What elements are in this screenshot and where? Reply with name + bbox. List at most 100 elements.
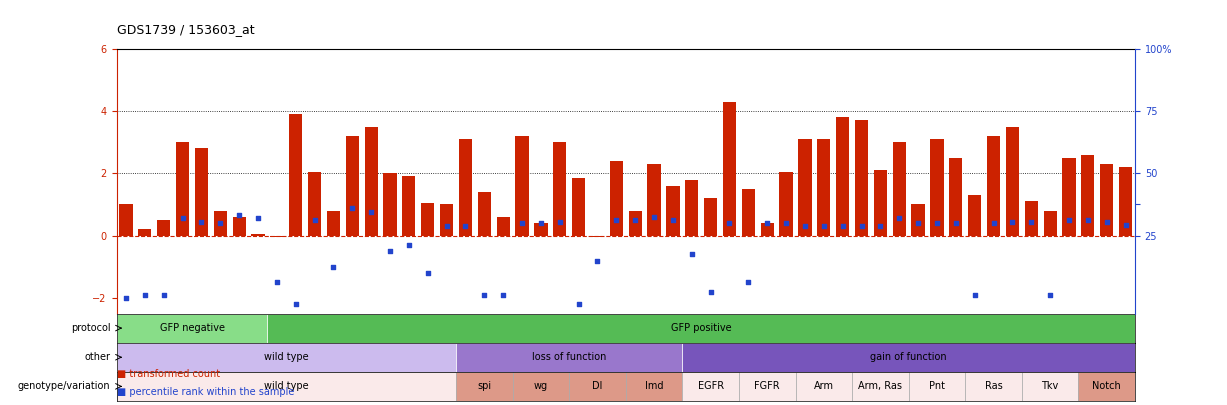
Bar	[117, 372, 456, 401]
Text: other: other	[85, 352, 110, 362]
Text: Tkv: Tkv	[1042, 382, 1059, 391]
Point	[437, 223, 456, 230]
Point	[361, 209, 380, 215]
Point	[777, 220, 796, 226]
Point	[1097, 218, 1117, 225]
Bar	[591, 236, 604, 237]
Point	[984, 220, 1004, 226]
Text: wg: wg	[534, 382, 548, 391]
Point	[946, 220, 966, 226]
Bar	[213, 211, 227, 236]
Bar	[909, 372, 966, 401]
Bar	[117, 343, 456, 372]
Point	[890, 215, 909, 222]
Text: spi: spi	[477, 382, 491, 391]
Bar	[1043, 211, 1056, 236]
Bar	[270, 236, 283, 237]
Point	[286, 301, 306, 307]
Bar	[966, 372, 1022, 401]
Text: EGFR: EGFR	[698, 382, 724, 391]
Point	[663, 217, 682, 223]
Bar	[892, 142, 906, 236]
Bar	[290, 114, 302, 236]
Text: GDS1739 / 153603_at: GDS1739 / 153603_at	[117, 23, 254, 36]
Point	[1059, 217, 1079, 223]
Bar	[723, 102, 736, 236]
Point	[871, 223, 891, 230]
Text: wild type: wild type	[264, 352, 309, 362]
Bar	[682, 343, 1135, 372]
Bar	[402, 177, 416, 236]
Bar	[456, 372, 513, 401]
Bar	[912, 205, 925, 236]
Point	[833, 223, 853, 230]
Bar	[1081, 155, 1094, 236]
Point	[682, 251, 702, 258]
Bar	[799, 139, 811, 236]
Text: Arm: Arm	[814, 382, 834, 391]
Point	[475, 292, 494, 298]
Bar	[682, 372, 739, 401]
Point	[964, 292, 984, 298]
Bar	[739, 372, 795, 401]
Point	[1079, 217, 1098, 223]
Text: gain of function: gain of function	[870, 352, 947, 362]
Bar	[855, 120, 869, 236]
Text: Imd: Imd	[645, 382, 664, 391]
Point	[626, 217, 645, 223]
Bar	[175, 142, 189, 236]
Text: ■ percentile rank within the sample: ■ percentile rank within the sample	[117, 387, 294, 397]
Point	[1021, 218, 1040, 225]
Point	[739, 279, 758, 286]
Text: protocol: protocol	[71, 323, 110, 333]
Bar	[421, 203, 434, 236]
Bar	[704, 198, 718, 236]
Point	[153, 292, 173, 298]
Point	[455, 223, 475, 230]
Text: GFP positive: GFP positive	[671, 323, 731, 333]
Bar	[968, 195, 982, 236]
Bar	[628, 211, 642, 236]
Bar	[569, 372, 626, 401]
Point	[1002, 218, 1022, 225]
Bar	[233, 217, 245, 236]
Text: loss of function: loss of function	[533, 352, 606, 362]
Bar	[195, 148, 209, 236]
Point	[135, 292, 155, 298]
Point	[191, 218, 211, 225]
Bar	[761, 223, 774, 236]
Point	[304, 217, 324, 223]
Bar	[836, 117, 849, 236]
Bar	[987, 136, 1000, 236]
Bar	[666, 186, 680, 236]
Point	[550, 218, 569, 225]
Point	[531, 220, 551, 226]
Text: Pnt: Pnt	[929, 382, 945, 391]
Text: Notch: Notch	[1092, 382, 1121, 391]
Point	[757, 220, 777, 226]
Point	[173, 215, 193, 222]
Bar	[1101, 164, 1113, 236]
Point	[211, 220, 231, 226]
Point	[1040, 292, 1060, 298]
Point	[248, 215, 267, 222]
Point	[908, 220, 928, 226]
Point	[399, 242, 418, 248]
Bar	[1063, 158, 1076, 236]
Bar	[1006, 126, 1018, 236]
Bar	[795, 372, 852, 401]
Point	[644, 214, 664, 220]
Bar	[119, 205, 133, 236]
Bar	[779, 172, 793, 236]
Bar	[1079, 372, 1135, 401]
Point	[418, 270, 438, 276]
Bar	[626, 372, 682, 401]
Bar	[1119, 167, 1133, 236]
Bar	[513, 372, 569, 401]
Bar	[1025, 201, 1038, 236]
Point	[380, 248, 400, 254]
Bar	[515, 136, 529, 236]
Point	[795, 223, 815, 230]
Point	[324, 264, 344, 270]
Bar	[685, 179, 698, 236]
